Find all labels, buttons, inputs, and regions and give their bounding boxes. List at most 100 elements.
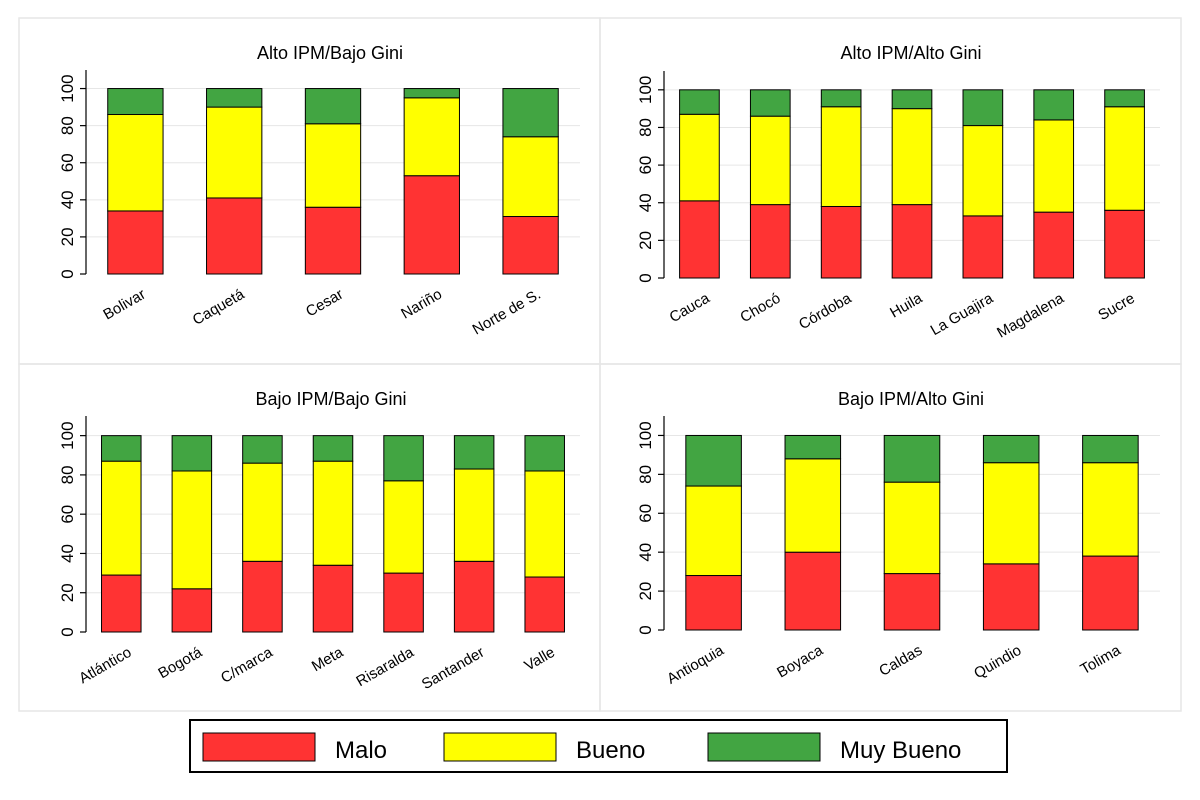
bar-muy-bueno: [312, 435, 354, 462]
bar-malo: [685, 575, 742, 631]
bar-muy-bueno: [962, 89, 1004, 127]
bar-muy-bueno: [524, 435, 565, 472]
y-tick-label: 80: [636, 118, 655, 137]
bar-muy-bueno: [1033, 89, 1075, 121]
bar-bueno: [820, 106, 862, 207]
bar-muy-bueno: [1104, 89, 1145, 108]
bar-bueno: [304, 123, 362, 208]
bar-muy-bueno: [171, 435, 213, 472]
y-tick-label: 40: [636, 543, 655, 562]
bar-muy-bueno: [982, 434, 1040, 464]
bar-muy-bueno: [891, 89, 933, 110]
bar-muy-bueno: [685, 434, 742, 487]
bar-malo: [1033, 211, 1075, 279]
y-tick-label: 80: [58, 116, 77, 135]
bar-muy-bueno: [107, 88, 164, 116]
bar-bueno: [101, 460, 142, 576]
bar-muy-bueno: [453, 435, 495, 470]
y-tick-label: 100: [636, 421, 655, 449]
bar-bueno: [502, 136, 559, 218]
y-tick-label: 60: [58, 153, 77, 172]
legend: Malo Bueno Muy Bueno: [189, 719, 1008, 773]
bar-bueno: [206, 106, 263, 199]
bar-bueno: [171, 470, 213, 590]
bar-muy-bueno: [383, 435, 424, 482]
bar-bueno: [1082, 462, 1139, 557]
bar-malo: [101, 574, 142, 633]
y-tick-label: 60: [58, 505, 77, 524]
bar-malo: [982, 563, 1040, 631]
bar-muy-bueno: [502, 88, 559, 138]
y-tick-label: 80: [58, 465, 77, 484]
bar-malo: [206, 197, 263, 275]
bar-malo: [1104, 209, 1145, 279]
y-tick-label: 0: [58, 627, 77, 636]
bar-malo: [171, 588, 213, 633]
legend-swatch-bueno: [443, 732, 557, 762]
bar-malo: [962, 215, 1004, 279]
bar-bueno: [242, 462, 283, 562]
chart-title: Alto IPM/Bajo Gini: [257, 43, 403, 63]
bar-bueno: [749, 115, 791, 206]
bar-muy-bueno: [206, 88, 263, 108]
bar-malo: [383, 572, 424, 633]
bar-malo: [312, 564, 354, 633]
bar-malo: [453, 560, 495, 633]
y-tick-label: 20: [58, 583, 77, 602]
bar-bueno: [1104, 106, 1145, 211]
bar-muy-bueno: [679, 89, 720, 115]
bar-malo: [679, 200, 720, 279]
y-tick-label: 0: [636, 273, 655, 282]
y-tick-label: 40: [58, 544, 77, 563]
y-tick-label: 60: [636, 156, 655, 175]
bar-malo: [891, 204, 933, 279]
bar-bueno: [107, 114, 164, 212]
y-tick-label: 40: [58, 190, 77, 209]
y-tick-label: 0: [58, 269, 77, 278]
bar-muy-bueno: [820, 89, 862, 108]
bar-bueno: [962, 125, 1004, 217]
bar-muy-bueno: [883, 434, 941, 483]
bar-bueno: [784, 458, 842, 553]
bar-malo: [242, 560, 283, 633]
bar-bueno: [524, 470, 565, 578]
y-tick-label: 100: [58, 421, 77, 449]
bar-bueno: [403, 97, 460, 177]
y-tick-label: 100: [636, 76, 655, 104]
bar-malo: [403, 175, 460, 275]
bar-bueno: [679, 113, 720, 202]
bar-muy-bueno: [749, 89, 791, 117]
bar-bueno: [883, 481, 941, 575]
y-tick-label: 60: [636, 504, 655, 523]
bar-bueno: [982, 462, 1040, 565]
legend-swatch-malo: [202, 732, 316, 762]
bar-muy-bueno: [242, 435, 283, 464]
bar-bueno: [891, 108, 933, 206]
y-tick-label: 20: [636, 582, 655, 601]
legend-label-malo: Malo: [335, 737, 387, 764]
bar-malo: [502, 216, 559, 275]
bar-muy-bueno: [784, 434, 842, 460]
bar-bueno: [453, 468, 495, 562]
bar-malo: [1082, 555, 1139, 631]
chart-title: Bajo IPM/Bajo Gini: [255, 389, 406, 409]
bar-muy-bueno: [304, 88, 362, 125]
bar-muy-bueno: [1082, 434, 1139, 464]
bar-malo: [107, 210, 164, 275]
legend-box: [189, 719, 1008, 773]
legend-label-muy-bueno: Muy Bueno: [840, 737, 961, 764]
y-tick-label: 80: [636, 465, 655, 484]
bar-muy-bueno: [403, 88, 460, 99]
bar-malo: [524, 576, 565, 633]
bar-malo: [883, 573, 941, 631]
bar-malo: [749, 204, 791, 279]
bar-malo: [820, 205, 862, 279]
bar-bueno: [1033, 119, 1075, 213]
y-tick-label: 20: [58, 227, 77, 246]
legend-label-bueno: Bueno: [576, 737, 645, 764]
bar-bueno: [312, 460, 354, 566]
bar-bueno: [685, 485, 742, 577]
chart-title: Alto IPM/Alto Gini: [840, 43, 981, 63]
